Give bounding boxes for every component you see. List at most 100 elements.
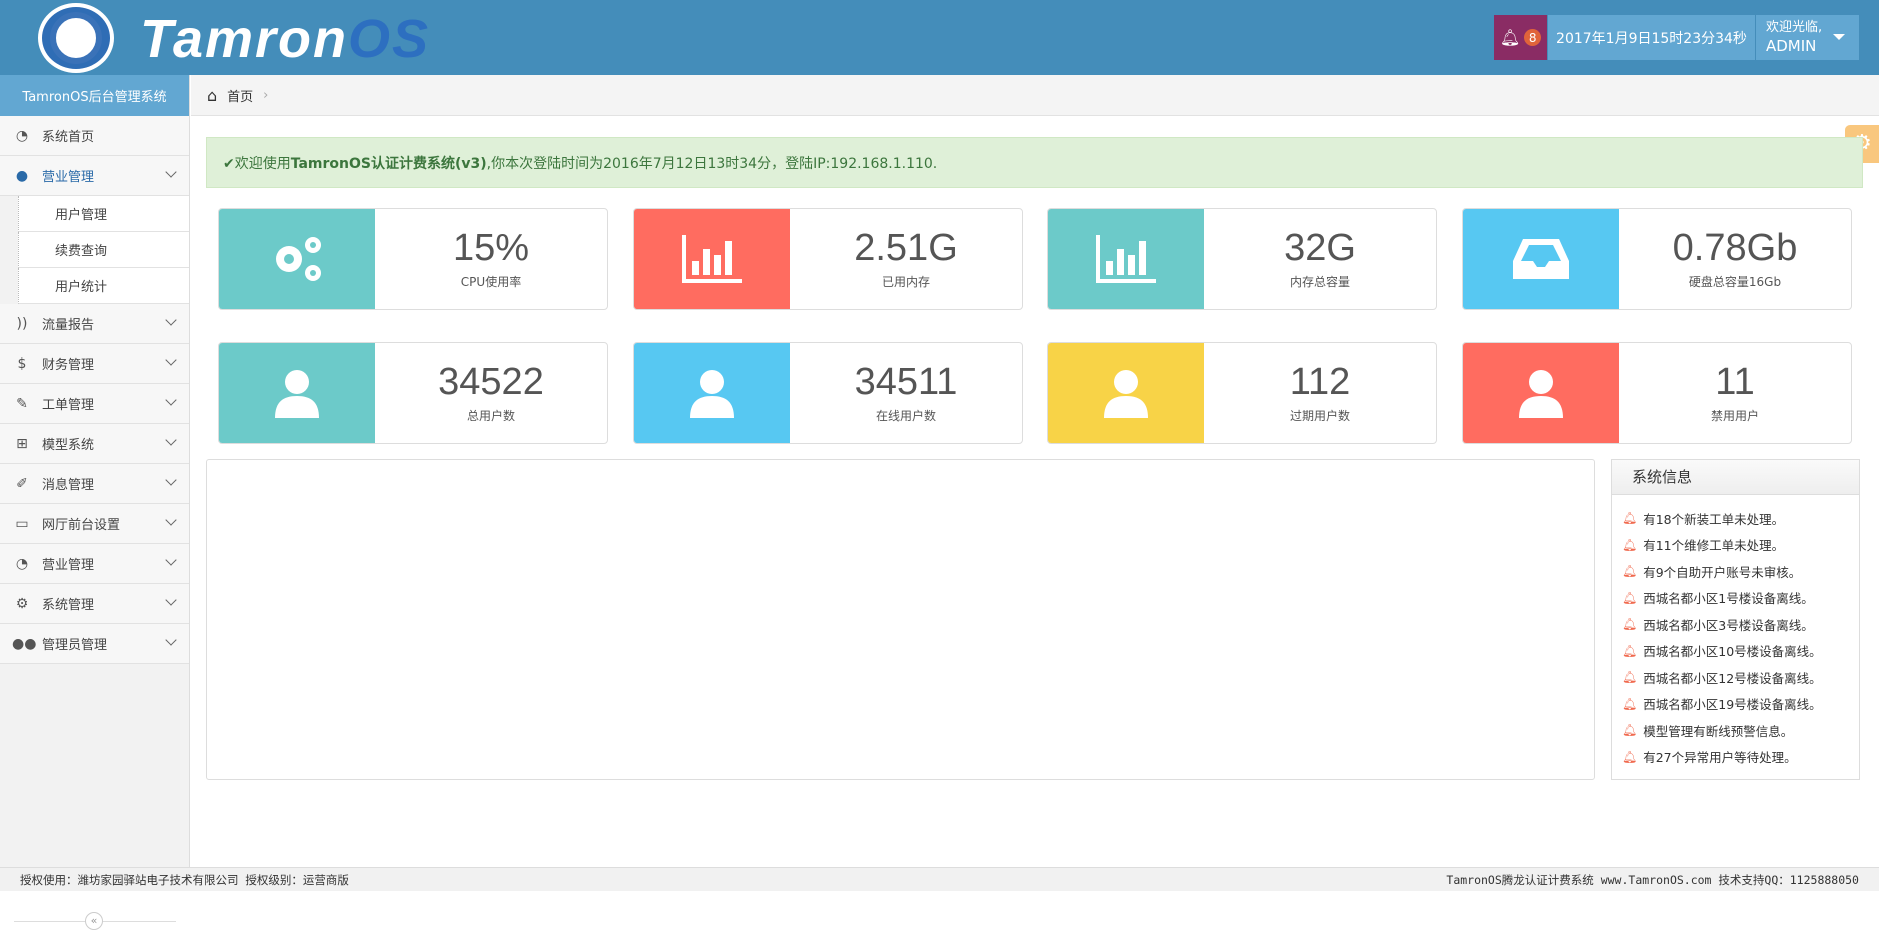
system-info-item[interactable]: 🔔︎ 有27个异常用户等待处理。 (1622, 744, 1859, 771)
bell-icon: 🔔︎ (1622, 537, 1638, 552)
sidebar-item-label: 网厅前台设置 (42, 518, 121, 533)
sidebar: TamronOS后台管理系统 ◔ 系统首页 ● 营业管理 用户管理 续费查询 用户统计)) 流… (0, 75, 190, 930)
sidebar-item-label: 系统管理 (42, 598, 95, 613)
submenu-item[interactable]: 用户管理 (18, 196, 189, 232)
stat-card: 11 禁用用户 (1462, 342, 1852, 444)
system-info-item[interactable]: 🔔︎ 西城名都小区12号楼设备离线。 (1622, 664, 1859, 691)
wrench-icon: ✎ (16, 395, 28, 412)
stat-value: 34511 (854, 361, 958, 403)
sidebar-item[interactable]: ✐ 消息管理 (0, 464, 189, 504)
sidebar-item[interactable]: ⊞ 模型系统 (0, 424, 189, 464)
user-icon (634, 343, 790, 443)
dashboard-icon: ◔ (15, 127, 29, 144)
sidebar-item[interactable]: ●● 管理员管理 (0, 624, 189, 664)
stat-card: 32G 内存总容量 (1047, 208, 1437, 310)
stat-card: 15% CPU使用率 (218, 208, 608, 310)
sidebar-item[interactable]: ◔ 系统首页 (0, 116, 189, 156)
system-info-text: 有18个新装工单未处理。 (1643, 511, 1785, 527)
chevron-down-icon (165, 314, 177, 326)
submenu-item[interactable]: 用户统计 (18, 268, 189, 304)
caret-down-icon (1833, 34, 1845, 40)
stat-label: CPU使用率 (460, 275, 522, 289)
stat-value: 32G (1284, 227, 1356, 269)
home-icon[interactable]: ⌂ (207, 85, 218, 105)
system-info-item[interactable]: 🔔︎ 西城名都小区10号楼设备离线。 (1622, 638, 1859, 665)
bell-icon: 🔔︎ (1622, 696, 1638, 711)
sidebar-item-label: 消息管理 (42, 478, 95, 493)
bell-icon: 🔔︎ (1622, 511, 1638, 526)
notification-badge: 8 (1524, 29, 1542, 46)
system-info-text: 西城名都小区10号楼设备离线。 (1643, 644, 1822, 660)
user-icon (219, 343, 375, 443)
dashboard-icon: ◔ (15, 555, 29, 572)
stat-value: 15% (452, 227, 530, 269)
users-icon: ●● (12, 635, 37, 652)
sidebar-title: TamronOS后台管理系统 (0, 75, 189, 116)
user-icon (1048, 343, 1204, 443)
gears-icon: ⚙ (15, 595, 29, 612)
chevron-right-icon: › (263, 87, 269, 103)
sidebar-item[interactable]: ⚙ 系统管理 (0, 584, 189, 624)
sidebar-item[interactable]: ◔ 营业管理 (0, 544, 189, 584)
system-info-item[interactable]: 🔔︎ 西城名都小区1号楼设备离线。 (1622, 585, 1859, 612)
datetime-display: 2017年1月9日15时23分34秒 (1548, 15, 1755, 60)
system-info-item[interactable]: 🔔︎ 西城名都小区3号楼设备离线。 (1622, 611, 1859, 638)
sidebar-item[interactable]: $ 财务管理 (0, 344, 189, 384)
system-info-item[interactable]: 🔔︎ 有11个维修工单未处理。 (1622, 532, 1859, 559)
stat-label: 总用户数 (466, 409, 515, 423)
system-info-text: 模型管理有断线预警信息。 (1643, 723, 1794, 739)
stat-label: 禁用用户 (1710, 409, 1759, 423)
system-info-text: 有27个异常用户等待处理。 (1643, 750, 1797, 766)
stat-value: 11 (1715, 361, 1755, 403)
sidebar-item[interactable]: ● 营业管理 (0, 156, 189, 196)
stat-label: 在线用户数 (875, 409, 936, 423)
system-info-text: 西城名都小区1号楼设备离线。 (1643, 591, 1814, 607)
user-icon: ● (15, 167, 29, 184)
sidebar-item-label: 营业管理 (42, 558, 95, 573)
stat-label: 硬盘总容量16Gb (1688, 275, 1782, 289)
inbox-icon (1463, 209, 1619, 309)
system-info-panel: 系统信息 🔔︎ 有18个新装工单未处理。 🔔︎ 有11个维修工单未处理。 🔔︎ 有9个自助… (1611, 459, 1860, 780)
system-info-item[interactable]: 🔔︎ 西城名都小区19号楼设备离线。 (1622, 691, 1859, 718)
bell-icon: 🔔︎ (1622, 643, 1638, 658)
system-info-text: 有11个维修工单未处理。 (1643, 538, 1785, 554)
sidebar-item[interactable]: )) 流量报告 (0, 304, 189, 344)
footer-license: 授权使用：潍坊家园驿站电子技术有限公司 授权级别：运营商版 (20, 872, 349, 887)
system-info-item[interactable]: 🔔︎ 有9个自助开户账号未审核。 (1622, 558, 1859, 585)
stat-card: 2.51G 已用内存 (633, 208, 1023, 310)
bell-icon: 🔔︎ (1622, 749, 1638, 764)
stat-card: 0.78Gb 硬盘总容量16Gb (1462, 208, 1852, 310)
sidebar-item-label: 流量报告 (42, 318, 95, 333)
rss-icon: )) (16, 315, 28, 332)
stat-label: 内存总容量 (1289, 275, 1350, 289)
sidebar-item[interactable]: ▭ 网厅前台设置 (0, 504, 189, 544)
bell-icon: 🔔︎ (1622, 670, 1638, 685)
stat-card: 34511 在线用户数 (633, 342, 1023, 444)
system-info-text: 西城名都小区3号楼设备离线。 (1643, 617, 1814, 633)
submenu-item[interactable]: 续费查询 (18, 232, 189, 268)
system-info-item[interactable]: 🔔︎ 有18个新装工单未处理。 (1622, 505, 1859, 532)
logo (38, 3, 114, 73)
double-chevron-left-icon[interactable]: « (85, 912, 103, 930)
bell-icon: 🔔︎ (1622, 723, 1638, 738)
sitemap-icon: ⊞ (16, 435, 28, 452)
stat-value: 112 (1289, 361, 1351, 403)
user-menu[interactable]: 欢迎光临, ADMIN (1756, 15, 1859, 60)
main-panel (206, 459, 1595, 780)
chevron-down-icon (165, 394, 177, 406)
chevron-down-icon (165, 554, 177, 566)
sidebar-item-label: 工单管理 (42, 398, 95, 413)
system-info-item[interactable]: 🔔︎ 模型管理有断线预警信息。 (1622, 717, 1859, 744)
chevron-down-icon (165, 434, 177, 446)
notifications-button[interactable]: 🔔︎ 8 (1494, 15, 1547, 60)
welcome-text: 欢迎光临, (1766, 20, 1823, 35)
sidebar-item[interactable]: ✎ 工单管理 (0, 384, 189, 424)
sidebar-collapse[interactable]: « (0, 911, 190, 931)
breadcrumb-home[interactable]: 首页 (227, 89, 254, 105)
top-header: TamronOS 🔔︎ 8 2017年1月9日15时23分34秒 欢迎光临, A… (0, 0, 1879, 75)
footer: 授权使用：潍坊家园驿站电子技术有限公司 授权级别：运营商版 TamronOS腾龙… (0, 867, 1879, 891)
username: ADMIN (1766, 37, 1817, 55)
bell-icon: 🔔︎ (1622, 590, 1638, 605)
user-icon (1463, 343, 1619, 443)
bell-icon: 🔔︎ (1499, 28, 1521, 47)
